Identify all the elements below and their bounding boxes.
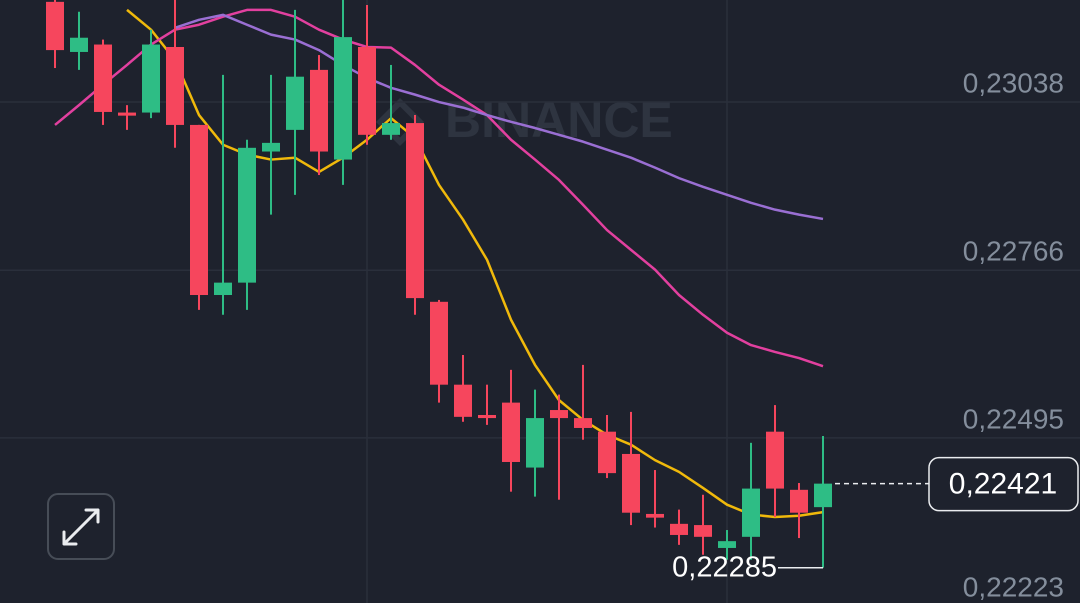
- candle-body: [190, 124, 208, 296]
- candle-body: [478, 414, 496, 419]
- candle-body: [310, 69, 328, 152]
- expand-button[interactable]: [47, 493, 115, 560]
- low-price-label: 0,22285: [672, 551, 777, 583]
- candle-body: [502, 402, 520, 462]
- y-tick-label: 0,22223: [963, 571, 1064, 602]
- candle-body: [766, 431, 784, 489]
- candle-body: [742, 488, 760, 537]
- last-price-label: 0,22421: [949, 468, 1057, 501]
- candle-body: [406, 123, 424, 299]
- annotations: 0,22421 0,22285: [672, 456, 1079, 583]
- y-tick-label: 0,23038: [963, 67, 1064, 98]
- candle-body: [238, 147, 256, 283]
- moving-average-line: [54, 8, 824, 368]
- candle-body: [430, 301, 448, 385]
- candle-body: [358, 47, 376, 135]
- moving-average-line: [174, 13, 824, 221]
- watermark-text: BINANCE: [445, 92, 673, 148]
- candle-body: [334, 37, 352, 160]
- candle-body: [166, 47, 184, 125]
- candle-body: [70, 37, 88, 52]
- candle-body: [286, 76, 304, 130]
- expand-icon[interactable]: [62, 508, 100, 546]
- candle-body: [574, 418, 592, 428]
- candle-body: [646, 513, 664, 518]
- watermark: BINANCE: [375, 92, 673, 148]
- last-price-box: [928, 456, 1079, 512]
- candles: [46, 0, 832, 568]
- grid: 0,23038 0,22766 0,22495 0,22223: [0, 67, 1080, 602]
- candle-body: [94, 44, 112, 112]
- y-tick-label: 0,22766: [963, 236, 1064, 267]
- candle-body: [454, 384, 472, 417]
- candle-body: [550, 410, 568, 419]
- moving-average-line: [126, 8, 824, 519]
- candle-body: [718, 541, 736, 548]
- candle-body: [790, 489, 808, 513]
- candle-body: [814, 483, 832, 508]
- candle-body: [382, 123, 400, 135]
- candle-body: [670, 523, 688, 535]
- candle-body: [214, 282, 232, 296]
- candle-body: [622, 453, 640, 513]
- candle-body: [694, 525, 712, 537]
- y-tick-label: 0,22495: [963, 403, 1064, 434]
- candle-body: [142, 44, 160, 113]
- candle-body: [46, 1, 64, 51]
- candle-body: [262, 142, 280, 152]
- candle-body: [118, 112, 136, 116]
- candle-body: [598, 431, 616, 474]
- candle-body: [526, 418, 544, 468]
